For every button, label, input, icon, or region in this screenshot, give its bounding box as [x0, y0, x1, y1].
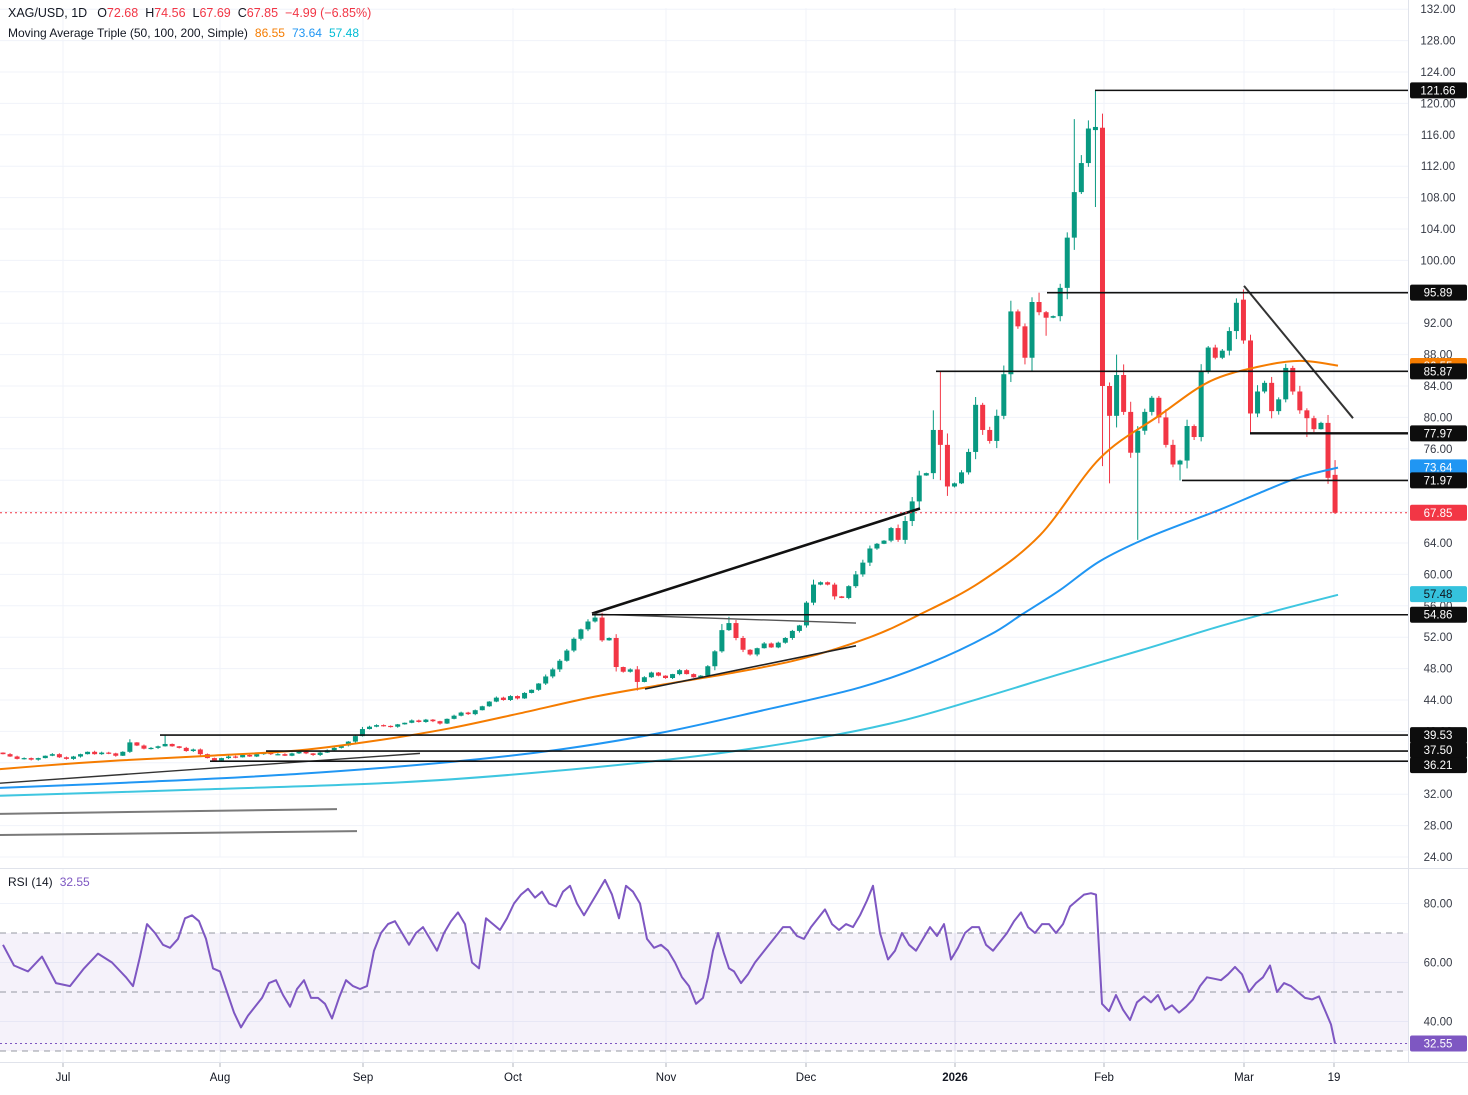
svg-text:Nov: Nov	[656, 1072, 677, 1084]
svg-text:76.00: 76.00	[1424, 444, 1453, 456]
svg-text:108.00: 108.00	[1420, 193, 1455, 205]
price-badge: 57.48	[1410, 586, 1467, 603]
ohlc-field: C67.85	[237, 6, 279, 20]
svg-text:32.00: 32.00	[1424, 789, 1453, 801]
rsi-plot	[0, 878, 1408, 1044]
svg-text:120.00: 120.00	[1420, 98, 1455, 110]
price-badge: 32.55	[1410, 1035, 1467, 1052]
svg-text:24.00: 24.00	[1424, 852, 1453, 864]
svg-text:64.00: 64.00	[1424, 538, 1453, 550]
svg-text:44.00: 44.00	[1424, 695, 1453, 707]
ma200-line	[0, 593, 1339, 797]
svg-text:85.87: 85.87	[1424, 366, 1453, 378]
svg-text:67.85: 67.85	[1424, 508, 1453, 520]
svg-text:124.00: 124.00	[1420, 67, 1455, 79]
rsi-current-value: 32.55	[59, 875, 90, 889]
ma50-line	[0, 359, 1339, 771]
svg-text:Sep: Sep	[353, 1072, 373, 1084]
svg-text:36.21: 36.21	[1424, 760, 1453, 772]
svg-text:104.00: 104.00	[1420, 224, 1455, 236]
svg-text:116.00: 116.00	[1421, 130, 1455, 142]
price-badge: 95.89	[1410, 284, 1467, 301]
svg-text:84.00: 84.00	[1424, 381, 1453, 393]
svg-text:39.53: 39.53	[1424, 730, 1453, 742]
price-badge: 54.86	[1410, 606, 1467, 623]
svg-text:60.00: 60.00	[1424, 569, 1453, 581]
svg-text:52.00: 52.00	[1424, 632, 1453, 644]
ohlc-field: O72.68	[97, 6, 139, 20]
svg-text:77.97: 77.97	[1424, 428, 1453, 440]
gridlines	[0, 8, 1408, 1062]
price-badge: 85.87	[1410, 363, 1467, 380]
ma-value: 73.64	[291, 26, 322, 40]
svg-text:40.00: 40.00	[1424, 1017, 1453, 1029]
ohlc-values: O72.68 H74.56 L67.69 C67.85	[97, 6, 285, 20]
rsi-indicator-label[interactable]: RSI (14)	[8, 875, 53, 889]
svg-text:Jul: Jul	[56, 1072, 71, 1084]
pane-borders	[0, 0, 1468, 1063]
svg-text:19: 19	[1328, 1072, 1341, 1084]
price-badge: 77.97	[1410, 425, 1467, 442]
svg-text:54.86: 54.86	[1424, 610, 1453, 622]
svg-text:71.97: 71.97	[1424, 475, 1453, 487]
ma-indicator-label[interactable]: Moving Average Triple (50, 100, 200, Sim…	[8, 26, 248, 40]
svg-text:57.48: 57.48	[1424, 589, 1453, 601]
svg-text:132.00: 132.00	[1420, 4, 1455, 16]
price-badge: 67.85	[1410, 504, 1467, 521]
ma-value: 86.55	[254, 26, 285, 40]
ma-value: 57.48	[328, 26, 360, 40]
price-badge: 73.64	[1410, 459, 1467, 476]
change-value: −4.99 (−6.85%)	[285, 6, 372, 20]
svg-text:Aug: Aug	[210, 1072, 230, 1084]
svg-text:95.89: 95.89	[1424, 288, 1453, 300]
svg-text:80.00: 80.00	[1424, 412, 1453, 424]
rsi-indicator-header: RSI (14) 32.55	[8, 875, 90, 889]
price-badge: 36.21	[1410, 757, 1467, 774]
symbol-header: XAG/USD, 1D O72.68 H74.56 L67.69 C67.85 −4.99…	[8, 6, 371, 20]
price-badge: 37.50	[1410, 742, 1467, 759]
moving-averages-layer	[0, 359, 1339, 797]
candles-layer[interactable]	[0, 90, 1338, 762]
svg-text:Oct: Oct	[504, 1072, 523, 1084]
svg-text:32.55: 32.55	[1424, 1038, 1453, 1050]
svg-text:28.00: 28.00	[1424, 821, 1453, 833]
svg-text:112.00: 112.00	[1421, 161, 1455, 173]
svg-text:92.00: 92.00	[1424, 318, 1453, 330]
svg-text:Feb: Feb	[1094, 1072, 1114, 1084]
price-badge: 121.66	[1410, 82, 1467, 99]
time-axis[interactable]: Jul Aug Sep Oct Nov Dec 2026 Feb Mar 19	[56, 1063, 1341, 1084]
price-badge: 39.53	[1410, 727, 1467, 744]
ohlc-field: H74.56	[145, 6, 186, 20]
svg-text:37.50: 37.50	[1424, 745, 1453, 757]
drawings-layer[interactable]	[0, 89, 1408, 837]
symbol-title[interactable]: XAG/USD, 1D	[8, 6, 88, 20]
svg-text:2026: 2026	[942, 1072, 968, 1084]
svg-text:60.00: 60.00	[1424, 958, 1453, 970]
svg-text:Dec: Dec	[796, 1072, 817, 1084]
svg-text:100.00: 100.00	[1420, 255, 1455, 267]
ma100-line	[0, 466, 1339, 789]
ohlc-field: L67.69	[192, 6, 231, 20]
ma-values: 86.55 73.64 57.48	[248, 26, 359, 40]
ma-indicator-header: Moving Average Triple (50, 100, 200, Sim…	[8, 26, 359, 40]
svg-text:128.00: 128.00	[1420, 36, 1455, 48]
svg-text:48.00: 48.00	[1424, 664, 1453, 676]
svg-text:73.64: 73.64	[1424, 462, 1453, 474]
price-axis[interactable]: 132.00 128.00 124.00 120.00 116.00 112.00 108.…	[1410, 4, 1467, 1052]
price-badge: 71.97	[1410, 472, 1467, 489]
svg-text:121.66: 121.66	[1420, 85, 1455, 97]
svg-text:80.00: 80.00	[1424, 899, 1453, 911]
svg-text:Mar: Mar	[1234, 1072, 1254, 1084]
